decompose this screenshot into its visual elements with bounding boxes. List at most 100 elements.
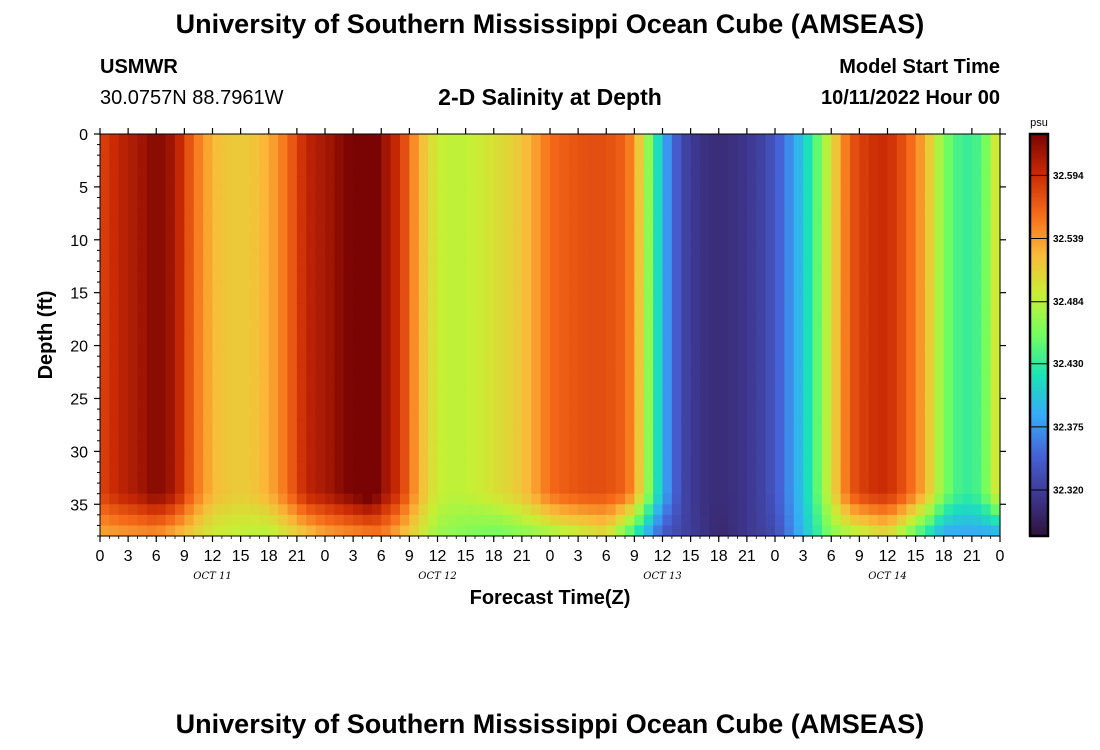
heatmap-cell (278, 493, 289, 505)
heatmap-cell (306, 176, 317, 188)
heatmap-cell (859, 186, 870, 199)
heatmap-cell (812, 186, 823, 199)
heatmap-cell (250, 155, 260, 167)
heatmap-cell (906, 208, 917, 220)
heatmap-cell (615, 409, 626, 421)
heatmap-cell (625, 303, 635, 315)
heatmap-cell (268, 525, 279, 537)
heatmap-cell (934, 303, 945, 315)
heatmap-cell (793, 377, 804, 389)
heatmap-cell (362, 398, 373, 410)
heatmap-cell (887, 525, 898, 537)
heatmap-cell (887, 377, 898, 389)
heatmap-cell (203, 440, 214, 452)
heatmap-cell (587, 186, 598, 199)
heatmap-cell (128, 430, 139, 442)
heatmap-cell (896, 197, 907, 209)
heatmap-cell (596, 271, 607, 283)
heatmap-cell (296, 144, 307, 156)
heatmap-cell (465, 472, 476, 484)
heatmap-cell (671, 356, 682, 368)
heatmap-cell (306, 461, 317, 474)
heatmap-cell (587, 176, 598, 188)
heatmap-cell (390, 313, 401, 326)
heatmap-cell (596, 419, 607, 431)
heatmap-cell (962, 525, 973, 537)
heatmap-cell (287, 451, 298, 463)
heatmap-cell (118, 155, 129, 167)
heatmap-cell (690, 451, 701, 463)
heatmap-cell (643, 292, 654, 304)
heatmap-cell (193, 387, 204, 400)
heatmap-cell (521, 451, 532, 463)
heatmap-cell (568, 282, 579, 294)
heatmap-cell (906, 313, 917, 326)
heatmap-cell (606, 461, 617, 474)
heatmap-cell (418, 303, 429, 315)
heatmap-cell (503, 514, 514, 527)
heatmap-cell (550, 292, 560, 304)
heatmap-cell (821, 504, 832, 516)
heatmap-cell (953, 366, 964, 378)
heatmap-cell (446, 387, 457, 400)
heatmap-cell (353, 218, 364, 230)
heatmap-cell (615, 324, 626, 336)
heatmap-cell (559, 165, 570, 177)
heatmap-cell (381, 377, 392, 389)
heatmap-cell (925, 260, 935, 273)
heatmap-cell (221, 218, 232, 230)
heatmap-cell (643, 493, 654, 505)
heatmap-cell (559, 366, 570, 378)
heatmap-cell (587, 208, 598, 220)
heatmap-cell (981, 313, 992, 326)
heatmap-cell (240, 303, 251, 315)
heatmap-cell (193, 250, 204, 262)
heatmap-cell (568, 525, 579, 537)
heatmap-cell (287, 186, 298, 199)
heatmap-cell (878, 155, 889, 167)
heatmap-cell (587, 313, 598, 326)
heatmap-cell (990, 292, 1001, 304)
heatmap-cell (718, 335, 729, 347)
heatmap-cell (240, 229, 251, 241)
heatmap-cell (850, 313, 860, 326)
heatmap-cell (962, 282, 973, 294)
heatmap-cell (671, 260, 682, 273)
heatmap-cell (278, 165, 289, 177)
heatmap-cell (118, 186, 129, 199)
heatmap-cell (475, 514, 485, 527)
heatmap-cell (146, 514, 157, 527)
heatmap-cell (596, 335, 607, 347)
heatmap-cell (925, 483, 935, 495)
heatmap-cell (915, 387, 926, 400)
heatmap-cell (943, 197, 954, 209)
heatmap-cell (568, 229, 579, 241)
heatmap-cell (775, 430, 785, 442)
heatmap-cell (381, 398, 392, 410)
heatmap-cell (446, 335, 457, 347)
heatmap-cell (296, 440, 307, 452)
heatmap-cell (287, 155, 298, 167)
heatmap-cell (325, 239, 335, 251)
heatmap-cell (371, 239, 382, 251)
heatmap-cell (418, 260, 429, 273)
heatmap-cell (746, 451, 757, 463)
heatmap-cell (850, 525, 860, 537)
heatmap-cell (287, 461, 298, 474)
heatmap-cell (343, 282, 354, 294)
x-tick-label: 18 (485, 548, 503, 565)
heatmap-cell (175, 324, 185, 336)
heatmap-cell (896, 356, 907, 368)
heatmap-cell (400, 387, 410, 400)
heatmap-cell (146, 155, 157, 167)
heatmap-cell (859, 356, 870, 368)
heatmap-cell (634, 250, 645, 262)
heatmap-cell (700, 483, 710, 495)
heatmap-cell (728, 229, 739, 241)
heatmap-cell (465, 451, 476, 463)
heatmap-cell (896, 165, 907, 177)
heatmap-cell (878, 387, 889, 400)
heatmap-cell (718, 239, 729, 251)
heatmap-cell (484, 356, 495, 368)
heatmap-cell (400, 419, 410, 431)
